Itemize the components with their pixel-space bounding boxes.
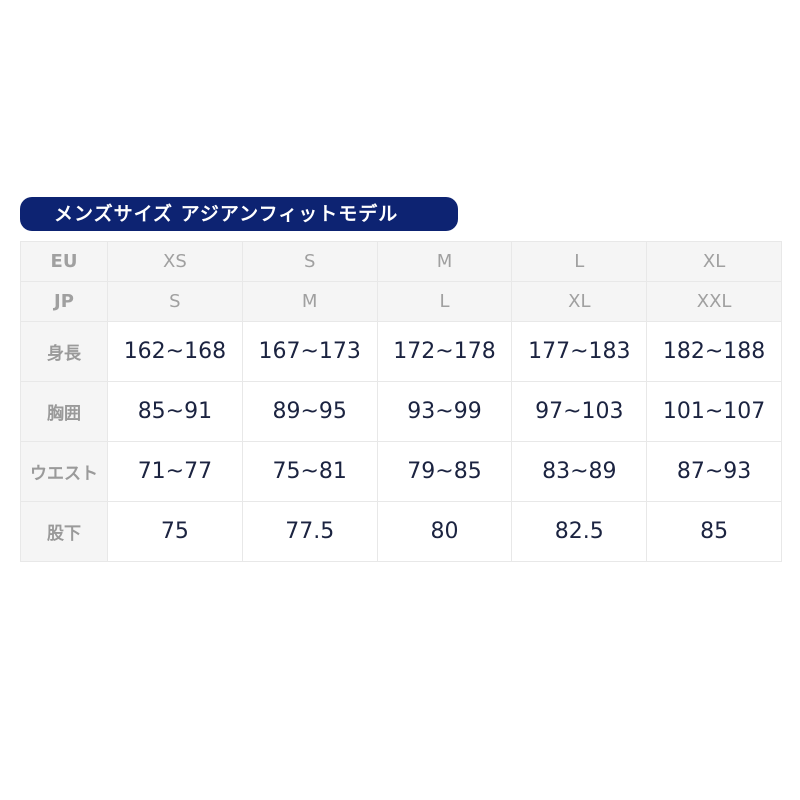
chart-title: メンズサイズ アジアンフィットモデル bbox=[20, 197, 458, 231]
table-cell: L bbox=[511, 241, 648, 282]
table-row: JP S M L XL XXL bbox=[20, 281, 782, 322]
table-cell: 75 bbox=[107, 501, 243, 562]
size-table: EU XS S M L XL JP S M L XL XXL 身長 162~168 167~173 172~1… bbox=[20, 241, 782, 562]
table-cell: 97~103 bbox=[511, 381, 648, 442]
table-cell: XL bbox=[511, 281, 648, 322]
table-cell: M bbox=[241, 281, 378, 322]
row-label: ウエスト bbox=[20, 441, 108, 502]
table-row: 胸囲 85~91 89~95 93~99 97~103 101~107 bbox=[20, 381, 782, 442]
row-label: 身長 bbox=[20, 321, 108, 382]
table-cell: 87~93 bbox=[646, 441, 782, 502]
table-cell: S bbox=[107, 281, 243, 322]
table-cell: 80 bbox=[376, 501, 513, 562]
table-row: 身長 162~168 167~173 172~178 177~183 182~188 bbox=[20, 321, 782, 382]
row-label: 胸囲 bbox=[20, 381, 108, 442]
table-cell: 83~89 bbox=[511, 441, 648, 502]
table-cell: XS bbox=[107, 241, 243, 282]
table-cell: 167~173 bbox=[241, 321, 378, 382]
table-cell: 172~178 bbox=[376, 321, 513, 382]
table-cell: S bbox=[241, 241, 378, 282]
table-cell: 71~77 bbox=[107, 441, 243, 502]
table-cell: M bbox=[376, 241, 513, 282]
table-row: EU XS S M L XL bbox=[20, 241, 782, 282]
table-cell: 79~85 bbox=[376, 441, 513, 502]
table-cell: 85~91 bbox=[107, 381, 243, 442]
row-label: EU bbox=[20, 241, 108, 282]
table-cell: 77.5 bbox=[241, 501, 378, 562]
table-cell: 93~99 bbox=[376, 381, 513, 442]
row-label: JP bbox=[20, 281, 108, 322]
table-cell: 162~168 bbox=[107, 321, 243, 382]
table-cell: 89~95 bbox=[241, 381, 378, 442]
row-label: 股下 bbox=[20, 501, 108, 562]
table-cell: 101~107 bbox=[646, 381, 782, 442]
table-row: 股下 75 77.5 80 82.5 85 bbox=[20, 501, 782, 562]
table-cell: 75~81 bbox=[241, 441, 378, 502]
table-cell: XL bbox=[646, 241, 782, 282]
table-cell: 82.5 bbox=[511, 501, 648, 562]
table-cell: XXL bbox=[646, 281, 782, 322]
table-cell: L bbox=[376, 281, 513, 322]
table-cell: 85 bbox=[646, 501, 782, 562]
table-cell: 182~188 bbox=[646, 321, 782, 382]
table-row: ウエスト 71~77 75~81 79~85 83~89 87~93 bbox=[20, 441, 782, 502]
table-cell: 177~183 bbox=[511, 321, 648, 382]
